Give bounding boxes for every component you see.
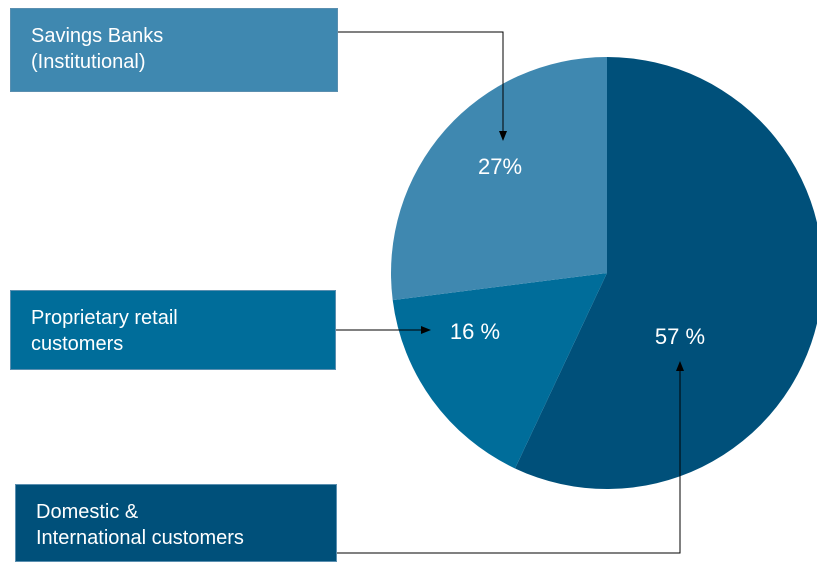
pie-slice	[392, 273, 607, 469]
connector	[338, 31, 507, 141]
slices	[391, 57, 817, 489]
value-label: 16 %	[450, 319, 500, 344]
value-label: 27%	[478, 154, 522, 179]
labels: 57 % 16 % 27%	[450, 154, 705, 349]
category-label: Proprietary retail customers	[10, 290, 336, 370]
category-label: Savings Banks (Institutional)	[10, 8, 338, 92]
pie-slice	[515, 57, 817, 489]
category-label: Domestic & International customers	[15, 484, 337, 562]
pie-slice	[391, 57, 607, 301]
connector	[337, 361, 684, 554]
value-label: 57 %	[655, 324, 705, 349]
